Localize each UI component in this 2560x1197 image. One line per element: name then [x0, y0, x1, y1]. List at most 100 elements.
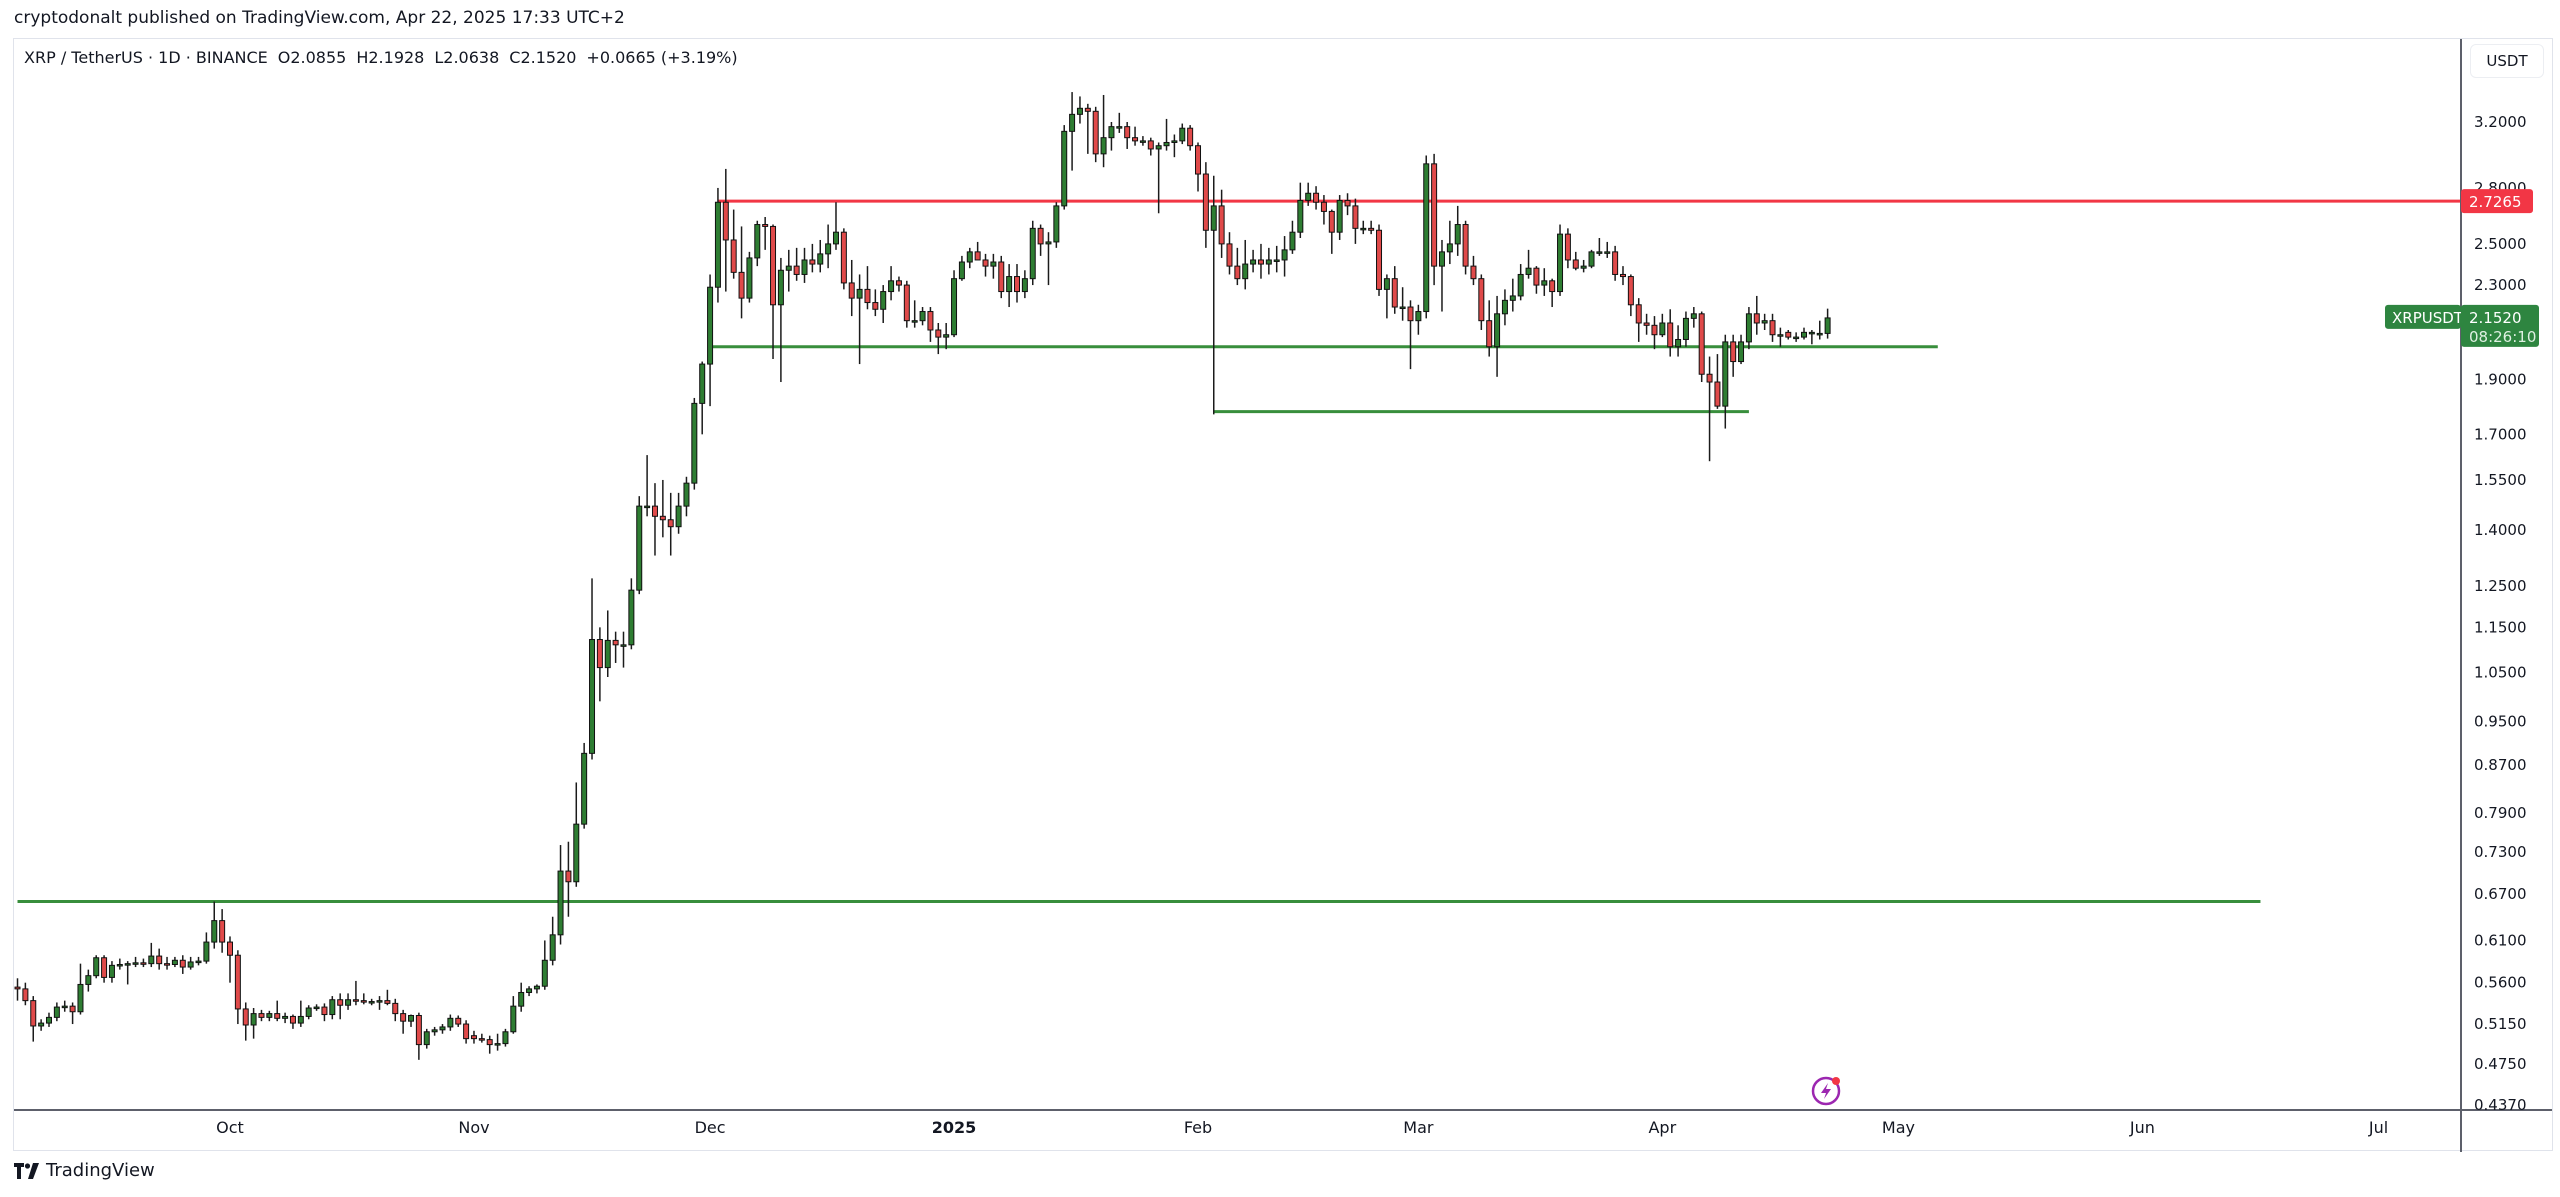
- candle-body-up: [1690, 313, 1697, 319]
- candle-body-up: [329, 999, 336, 1016]
- candle: [1824, 308, 1831, 339]
- candle: [1580, 259, 1587, 273]
- candle: [1368, 220, 1375, 235]
- candle: [848, 259, 855, 317]
- candle-body-up: [746, 257, 753, 299]
- candle: [1777, 327, 1784, 347]
- candle-body-up: [376, 1000, 383, 1003]
- candle: [589, 578, 596, 760]
- candle: [1635, 298, 1642, 342]
- candle-body-up: [1171, 140, 1178, 143]
- candle-body-down: [895, 280, 902, 286]
- candle-body-down: [998, 261, 1005, 293]
- candle: [880, 285, 887, 323]
- candle-body-down: [1124, 126, 1131, 139]
- candle-body-down: [596, 639, 603, 669]
- candle: [211, 901, 218, 949]
- candle: [1525, 249, 1532, 279]
- candle: [1391, 266, 1398, 314]
- candle: [651, 483, 658, 556]
- candle: [227, 936, 233, 983]
- candle: [691, 397, 698, 490]
- candle-body-up: [1305, 192, 1312, 201]
- candle: [1297, 182, 1304, 239]
- candle: [1352, 198, 1359, 244]
- candle-body-down: [1320, 201, 1327, 212]
- candle-body-up: [880, 291, 887, 310]
- price-tick-label: 0.9500: [2474, 713, 2527, 731]
- candle-body-up: [431, 1029, 438, 1033]
- candle: [943, 322, 950, 350]
- candle: [809, 243, 816, 273]
- candle-body-up: [919, 311, 926, 322]
- candle-body-down: [1549, 280, 1556, 293]
- candle-body-up: [801, 259, 808, 275]
- candle: [305, 1005, 312, 1020]
- candle-body-down: [463, 1023, 470, 1040]
- candle: [274, 1000, 281, 1022]
- candle: [1383, 274, 1390, 319]
- candle-body-up: [1069, 113, 1076, 132]
- candle: [45, 1012, 52, 1027]
- candle: [1006, 264, 1013, 308]
- candle: [1730, 334, 1737, 377]
- candle-body-up: [313, 1006, 320, 1010]
- candle: [1706, 356, 1713, 462]
- candle-body-up: [1675, 338, 1682, 348]
- candle-body-down: [1612, 251, 1619, 275]
- candle-body-up: [1155, 145, 1162, 150]
- candle: [1486, 300, 1493, 357]
- lightning-alert-icon[interactable]: [1811, 1076, 1841, 1106]
- candle-body-up: [911, 320, 918, 323]
- price-tick-label: 1.1500: [2474, 618, 2527, 636]
- candle-body-up: [754, 224, 761, 259]
- publish-line: cryptodonalt published on TradingView.co…: [14, 8, 625, 28]
- candle-body-up: [1596, 251, 1603, 254]
- time-tick-label: Dec: [695, 1118, 726, 1137]
- candle: [463, 1020, 470, 1044]
- currency-unit-button[interactable]: USDT: [2470, 44, 2544, 78]
- candle: [1738, 334, 1745, 365]
- candle-body-up: [211, 920, 218, 943]
- footer-brand[interactable]: TradingView: [14, 1160, 155, 1181]
- candle: [1745, 307, 1752, 350]
- candle-body-down: [848, 282, 855, 299]
- candle-body-up: [1139, 140, 1146, 143]
- candle: [526, 986, 533, 997]
- candle-body-up: [1659, 322, 1666, 336]
- candle: [1108, 122, 1115, 151]
- candle: [1084, 103, 1091, 154]
- symbol-title[interactable]: XRP / TetherUS · 1D · BINANCE: [24, 48, 268, 67]
- candle-body-down: [667, 519, 674, 528]
- candle: [242, 1002, 249, 1041]
- candle-body-down: [1368, 227, 1375, 231]
- candle: [1179, 123, 1186, 145]
- candle-body-down: [1667, 322, 1674, 348]
- price-tick-label: 3.2000: [2474, 113, 2527, 131]
- ohlc-change: +0.0665 (+3.19%): [586, 48, 738, 67]
- candle: [352, 980, 359, 1006]
- candle-body-up: [282, 1015, 289, 1019]
- candle-body-down: [1478, 278, 1485, 322]
- candle: [171, 956, 178, 968]
- candle-body-up: [423, 1031, 430, 1046]
- time-tick-label: Jun: [2129, 1118, 2155, 1137]
- candle-body-up: [825, 243, 832, 255]
- candle: [1313, 186, 1320, 210]
- candle: [911, 300, 918, 328]
- price-tick-label: 0.6700: [2474, 885, 2527, 903]
- candle-body-up: [1745, 313, 1752, 343]
- candle-body-up: [1557, 233, 1564, 293]
- candle: [337, 993, 344, 1020]
- candle-body-up: [1541, 280, 1548, 286]
- candle: [1061, 125, 1068, 210]
- candle: [203, 932, 210, 964]
- candle: [518, 982, 525, 1012]
- candle: [990, 253, 997, 279]
- candle: [1147, 137, 1154, 156]
- candle: [1690, 307, 1697, 328]
- candle: [1517, 264, 1524, 301]
- candle: [329, 996, 336, 1020]
- candle-body-up: [817, 253, 824, 265]
